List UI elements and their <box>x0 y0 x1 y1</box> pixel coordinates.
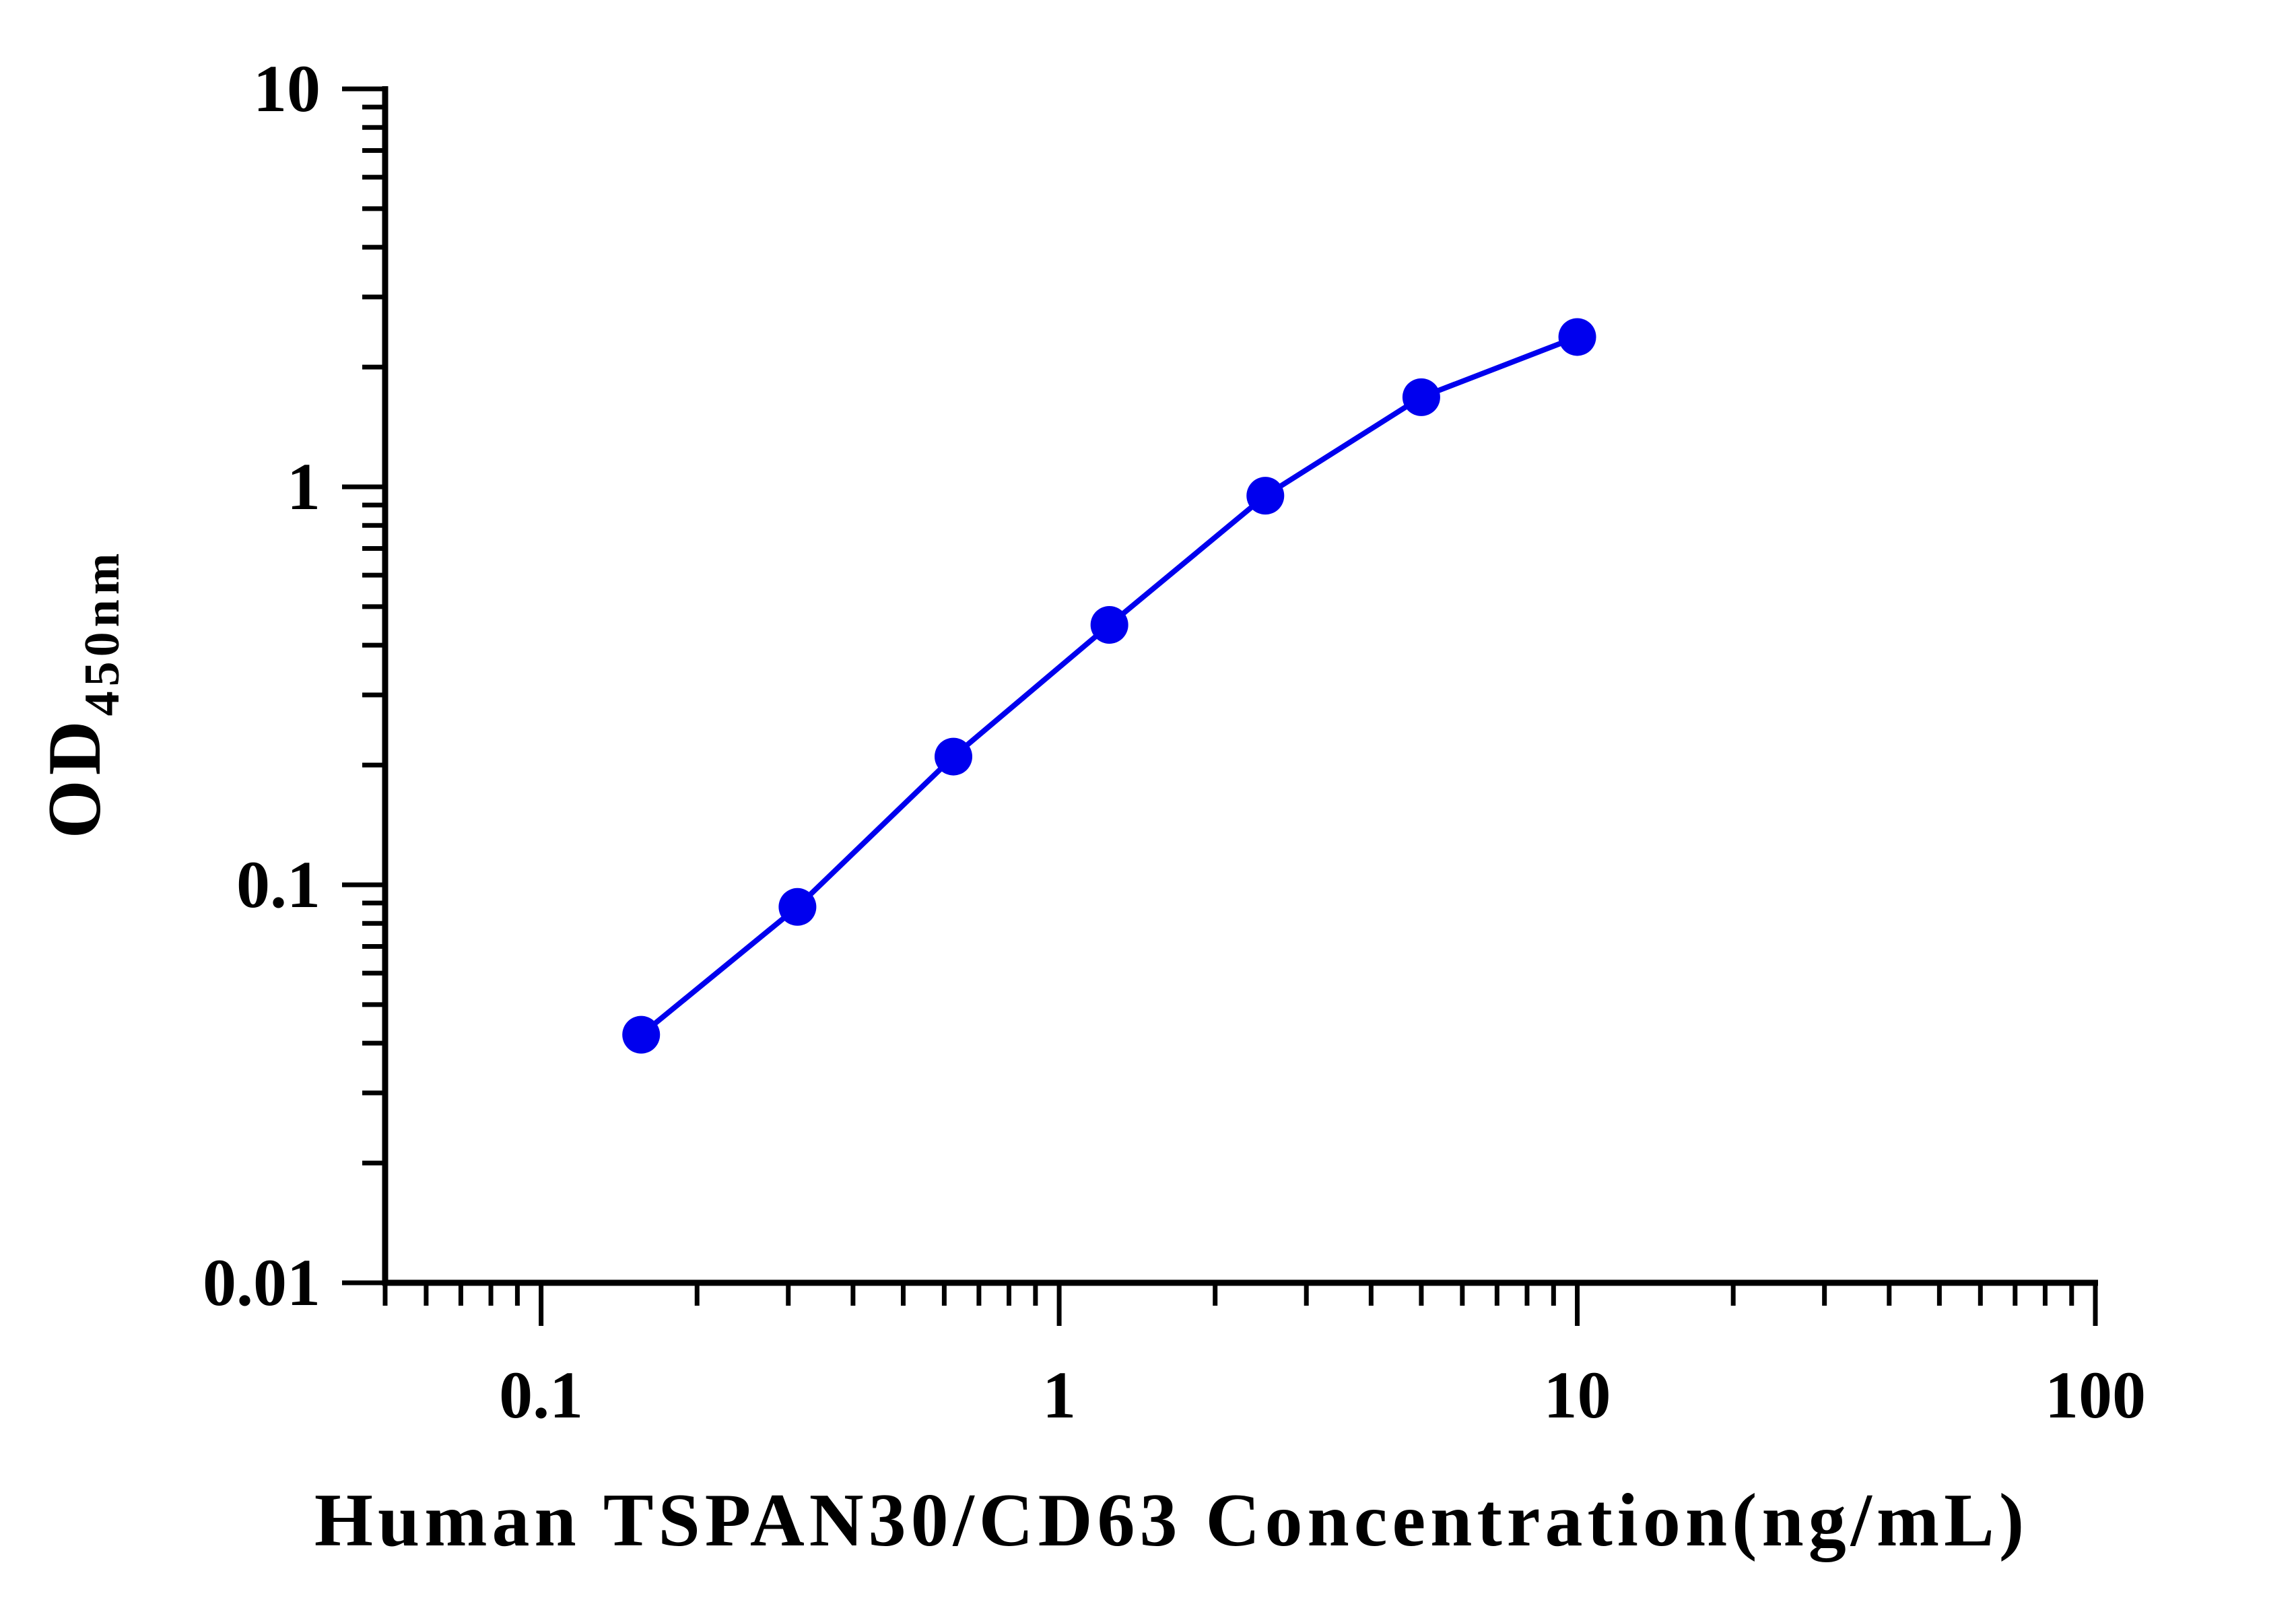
x-axis-title: Human TSPAN30/CD63 Concentration(ng/mL) <box>314 1479 2029 1562</box>
x-ticks: 0.1 1 10 100 <box>382 1283 2146 1432</box>
data-point <box>935 737 973 776</box>
y-tick-label: 0.01 <box>203 1245 320 1320</box>
y-tick-label: 0.1 <box>236 847 320 922</box>
plot-area <box>622 318 1596 1054</box>
x-tick-label: 10 <box>1544 1358 1611 1432</box>
data-point <box>1246 477 1285 515</box>
y-axis-title-subscript: 450nm <box>75 549 130 716</box>
data-point <box>1090 605 1128 644</box>
x-tick-label: 100 <box>2045 1358 2146 1432</box>
data-point <box>622 1015 661 1054</box>
x-tick-label: 1 <box>1042 1358 1076 1432</box>
y-tick-label: 10 <box>253 51 320 126</box>
series-line <box>639 334 1578 1037</box>
y-tick-label: 1 <box>287 449 320 524</box>
data-point <box>778 888 817 926</box>
x-tick-label: 0.1 <box>499 1358 583 1432</box>
y-axis-title-main: OD <box>33 716 116 838</box>
axes: 0.01 0.1 1 10 0.1 1 10 100 <box>203 51 2146 1432</box>
data-point <box>1402 378 1440 416</box>
data-point <box>1558 318 1596 356</box>
y-ticks: 0.01 0.1 1 10 <box>203 51 385 1320</box>
y-axis-title: OD450nm <box>33 549 130 839</box>
